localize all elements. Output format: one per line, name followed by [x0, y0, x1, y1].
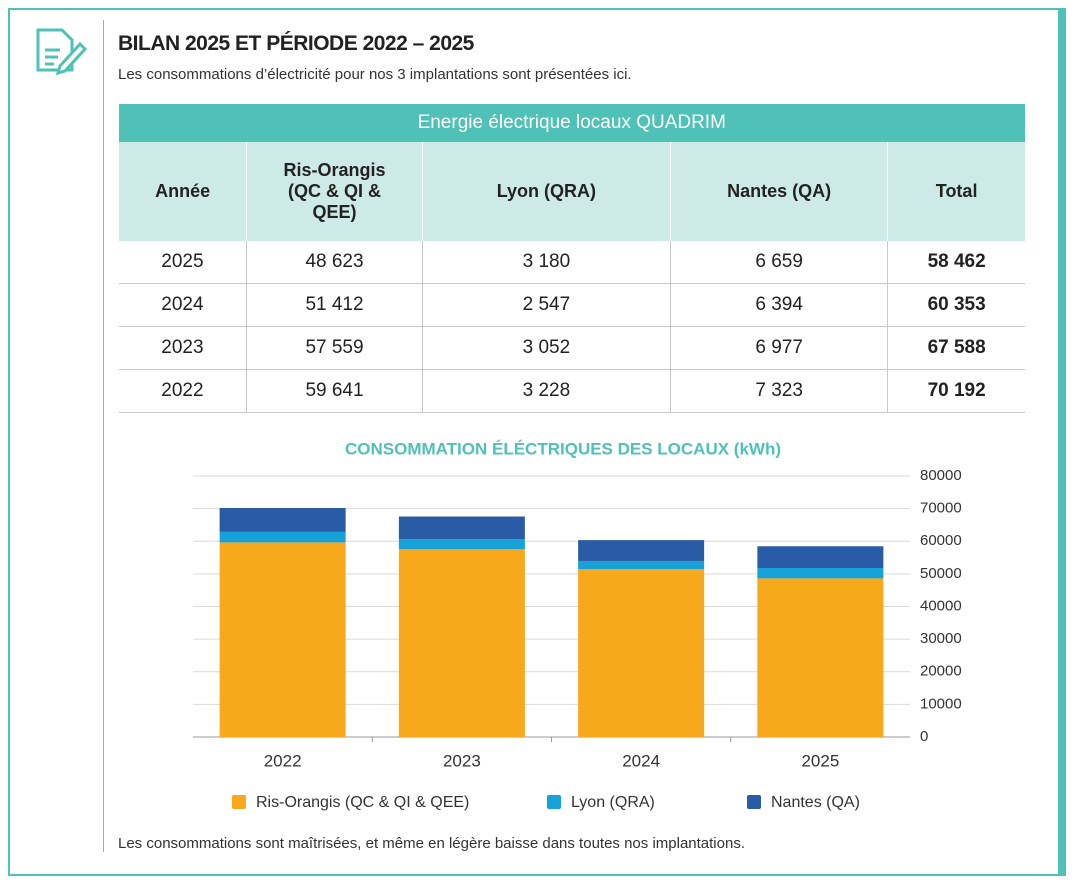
bar-segment — [398, 516, 525, 540]
table-row: 2025 48 623 3 180 6 659 58 462 — [118, 241, 1025, 284]
x-tick-label: 2023 — [443, 751, 481, 770]
table-cell: 3 052 — [421, 326, 671, 370]
column-header-text: Nantes (QA) — [727, 181, 832, 201]
column-header-text: Année — [155, 181, 211, 201]
bar-segment — [578, 540, 705, 561]
table-cell: 60 353 — [887, 283, 1025, 327]
table-cell: 70 192 — [887, 369, 1025, 413]
bar-segment — [578, 560, 705, 570]
bar-segment — [219, 542, 346, 737]
chart: CONSOMMATION ÉLÉCTRIQUES DES LOCAUX (kWh… — [193, 439, 962, 811]
subtitle: Les consommations d’électricité pour nos… — [118, 66, 632, 83]
column-header-text: Total — [935, 181, 978, 201]
x-tick-label: 2022 — [264, 751, 302, 770]
column-header: Total — [887, 142, 1025, 241]
bar-segment — [578, 569, 705, 737]
bar-segment — [219, 507, 346, 532]
y-tick-label: 80000 — [920, 467, 962, 484]
table-cell: 7 323 — [670, 369, 888, 413]
legend-label: Ris-Orangis (QC & QI & QEE) — [256, 794, 469, 811]
table-cell: 58 462 — [887, 241, 1025, 284]
table-cell: 48 623 — [246, 241, 423, 284]
chart-title: CONSOMMATION ÉLÉCTRIQUES DES LOCAUX (kWh… — [345, 439, 781, 458]
table-cell: 2023 — [118, 326, 247, 370]
column-header: Nantes (QA) — [670, 142, 888, 241]
table-caption: Energie électrique locaux QUADRIM — [118, 104, 1025, 142]
y-tick-label: 10000 — [920, 695, 962, 712]
table-cell: 51 412 — [246, 283, 423, 327]
table-row: 2024 51 412 2 547 6 394 60 353 — [118, 283, 1025, 327]
table-cell: 2025 — [118, 241, 247, 284]
legend-swatch — [547, 795, 561, 809]
y-tick-label: 50000 — [920, 565, 962, 582]
y-tick-label: 0 — [920, 728, 928, 745]
table-cell: 2024 — [118, 283, 247, 327]
y-tick-label: 70000 — [920, 500, 962, 517]
energy-table: Energie électrique locaux QUADRIM Année R… — [117, 104, 1025, 413]
table-cell: 6 659 — [670, 241, 888, 284]
table-cell: 2022 — [118, 369, 247, 413]
table-cell: 3 180 — [421, 241, 671, 284]
title: BILAN 2025 ET PÉRIODE 2022 – 2025 — [118, 32, 474, 55]
bar-segment — [219, 531, 346, 543]
table-cell: 59 641 — [246, 369, 423, 413]
table-row: 2022 59 641 3 228 7 323 70 192 — [118, 369, 1025, 413]
y-tick-label: 20000 — [920, 663, 962, 680]
legend-label: Nantes (QA) — [771, 794, 860, 811]
column-header-text: Ris-Orangis (QC & QI & QEE) — [283, 160, 386, 222]
table-cell: 6 394 — [670, 283, 888, 327]
footer-note: Les consommations sont maîtrisées, et mê… — [118, 835, 745, 852]
y-tick-label: 30000 — [920, 630, 962, 647]
legend-swatch — [747, 795, 761, 809]
column-header: Ris-Orangis (QC & QI & QEE) — [246, 142, 423, 241]
bar-segment — [757, 578, 884, 737]
table-cell: 2 547 — [421, 283, 671, 327]
column-header: Lyon (QRA) — [421, 142, 671, 241]
bar-segment — [757, 546, 884, 568]
table-cell: 6 977 — [670, 326, 888, 370]
bar-segment — [398, 549, 525, 737]
y-tick-label: 60000 — [920, 532, 962, 549]
table-row: 2023 57 559 3 052 6 977 67 588 — [118, 326, 1025, 370]
frame — [8, 8, 1066, 876]
divider — [103, 20, 104, 852]
table-cell: 3 228 — [421, 369, 671, 413]
bar-segment — [398, 539, 525, 550]
column-header-text: Lyon (QRA) — [496, 181, 597, 201]
note-icon — [36, 28, 88, 76]
table-cell: 57 559 — [246, 326, 423, 370]
legend-swatch — [232, 795, 246, 809]
table-cell: 67 588 — [887, 326, 1025, 370]
legend-label: Lyon (QRA) — [571, 794, 655, 811]
y-tick-label: 40000 — [920, 597, 962, 614]
x-tick-label: 2024 — [622, 751, 660, 770]
bar-segment — [757, 567, 884, 579]
x-tick-label: 2025 — [801, 751, 839, 770]
column-header: Année — [117, 142, 247, 241]
